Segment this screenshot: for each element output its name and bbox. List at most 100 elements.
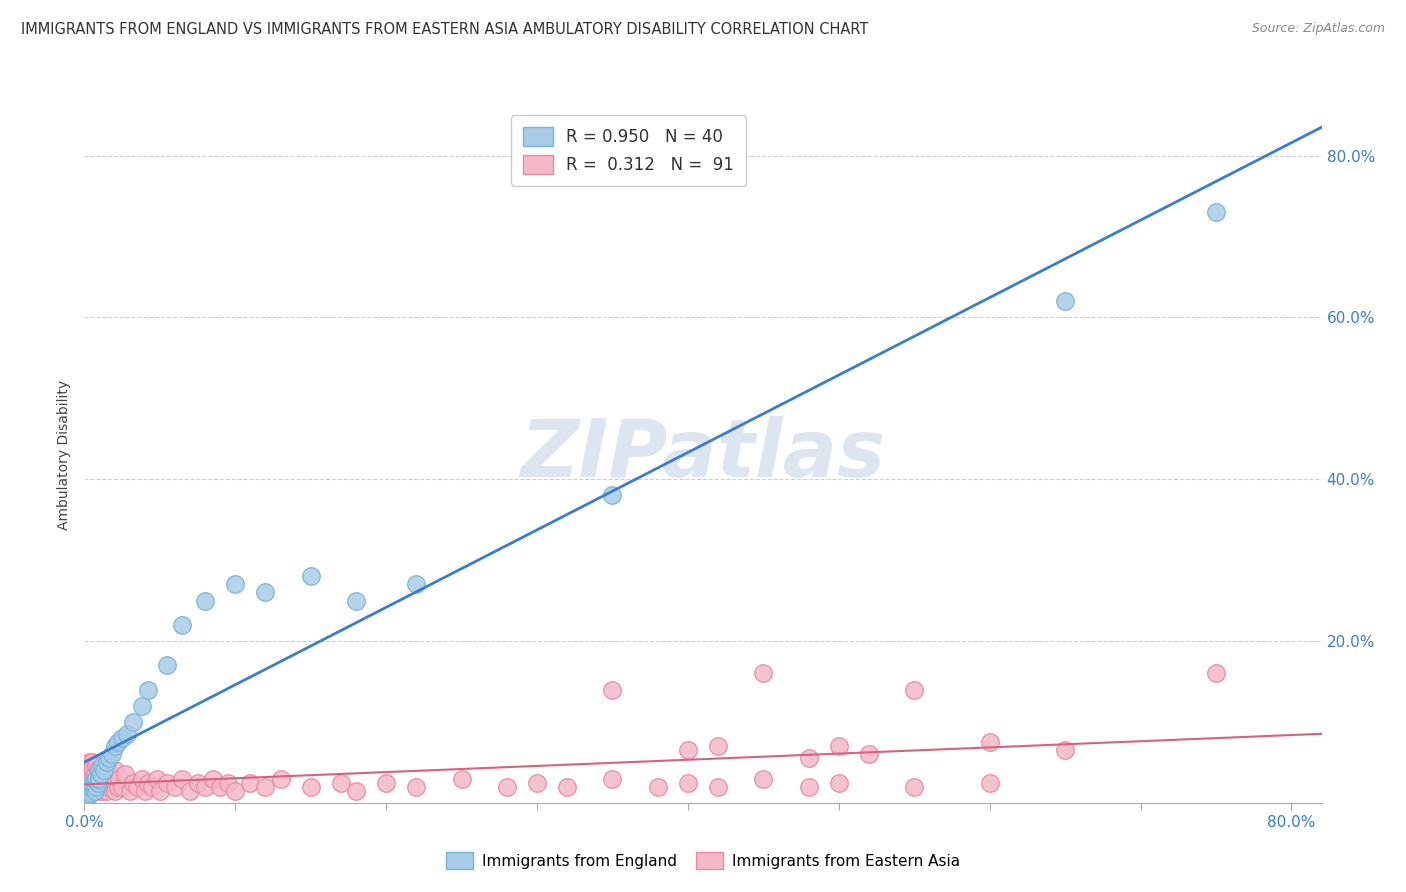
Point [86, 780, 108, 794]
Point [121, 775, 143, 789]
Point [107, 780, 129, 794]
Point [80, 756, 103, 770]
Point [134, 783, 156, 797]
Point [96, 783, 118, 797]
Point [405, 780, 427, 794]
Point [450, 772, 472, 786]
Point [79, 764, 101, 778]
Point [79, 786, 101, 800]
Point [676, 743, 699, 757]
Point [239, 775, 262, 789]
Point [797, 751, 820, 765]
Point [707, 739, 730, 754]
Point [77, 756, 100, 770]
Point [127, 780, 149, 794]
Point [131, 698, 153, 713]
Point [1054, 294, 1077, 309]
Point [90, 775, 112, 789]
Point [77, 788, 100, 802]
Point [858, 747, 880, 762]
Point [96, 764, 118, 778]
Text: ZIPatlas: ZIPatlas [520, 416, 886, 494]
Point [172, 617, 194, 632]
Point [602, 682, 624, 697]
Point [87, 764, 110, 778]
Legend: R = 0.950   N = 40, R =  0.312   N =  91: R = 0.950 N = 40, R = 0.312 N = 91 [512, 115, 747, 186]
Point [647, 780, 669, 794]
Point [201, 772, 224, 786]
Point [98, 767, 121, 781]
Point [84, 783, 107, 797]
Point [86, 780, 108, 794]
Point [76, 767, 98, 781]
Point [136, 775, 159, 789]
Point [82, 764, 104, 778]
Point [299, 569, 322, 583]
Point [131, 772, 153, 786]
Point [224, 577, 246, 591]
Point [107, 735, 129, 749]
Point [75, 780, 97, 794]
Point [80, 772, 103, 786]
Point [80, 781, 103, 796]
Point [828, 775, 851, 789]
Point [194, 780, 217, 794]
Point [115, 727, 138, 741]
Point [254, 780, 277, 794]
Point [75, 772, 97, 786]
Point [217, 775, 239, 789]
Point [149, 783, 172, 797]
Point [76, 789, 98, 804]
Point [108, 772, 131, 786]
Point [194, 593, 217, 607]
Point [77, 775, 100, 789]
Point [89, 772, 111, 786]
Point [91, 764, 114, 778]
Point [903, 780, 925, 794]
Point [752, 772, 775, 786]
Text: Source: ZipAtlas.com: Source: ZipAtlas.com [1251, 22, 1385, 36]
Point [80, 783, 103, 797]
Point [209, 780, 232, 794]
Point [93, 764, 115, 778]
Point [90, 767, 112, 781]
Y-axis label: Ambulatory Disability: Ambulatory Disability [58, 380, 72, 530]
Point [156, 658, 179, 673]
Point [103, 739, 125, 754]
Point [97, 780, 120, 794]
Point [76, 780, 98, 794]
Point [979, 735, 1001, 749]
Point [676, 775, 699, 789]
Point [1205, 666, 1227, 681]
Point [495, 780, 517, 794]
Point [136, 682, 159, 697]
Point [75, 791, 97, 805]
Point [903, 682, 925, 697]
Point [118, 783, 141, 797]
Point [84, 773, 107, 788]
Point [84, 783, 107, 797]
Point [163, 780, 186, 794]
Point [89, 780, 111, 794]
Point [186, 775, 208, 789]
Point [299, 780, 322, 794]
Point [111, 780, 134, 794]
Point [146, 772, 169, 786]
Point [82, 780, 104, 794]
Point [121, 714, 143, 729]
Point [103, 783, 125, 797]
Point [344, 593, 367, 607]
Point [224, 783, 246, 797]
Point [79, 780, 101, 794]
Point [82, 778, 104, 792]
Point [1054, 743, 1077, 757]
Point [91, 759, 114, 773]
Point [94, 772, 117, 786]
Point [270, 772, 292, 786]
Point [979, 775, 1001, 789]
Point [526, 775, 548, 789]
Point [76, 759, 98, 773]
Point [84, 767, 107, 781]
Point [555, 780, 578, 794]
Point [77, 783, 100, 797]
